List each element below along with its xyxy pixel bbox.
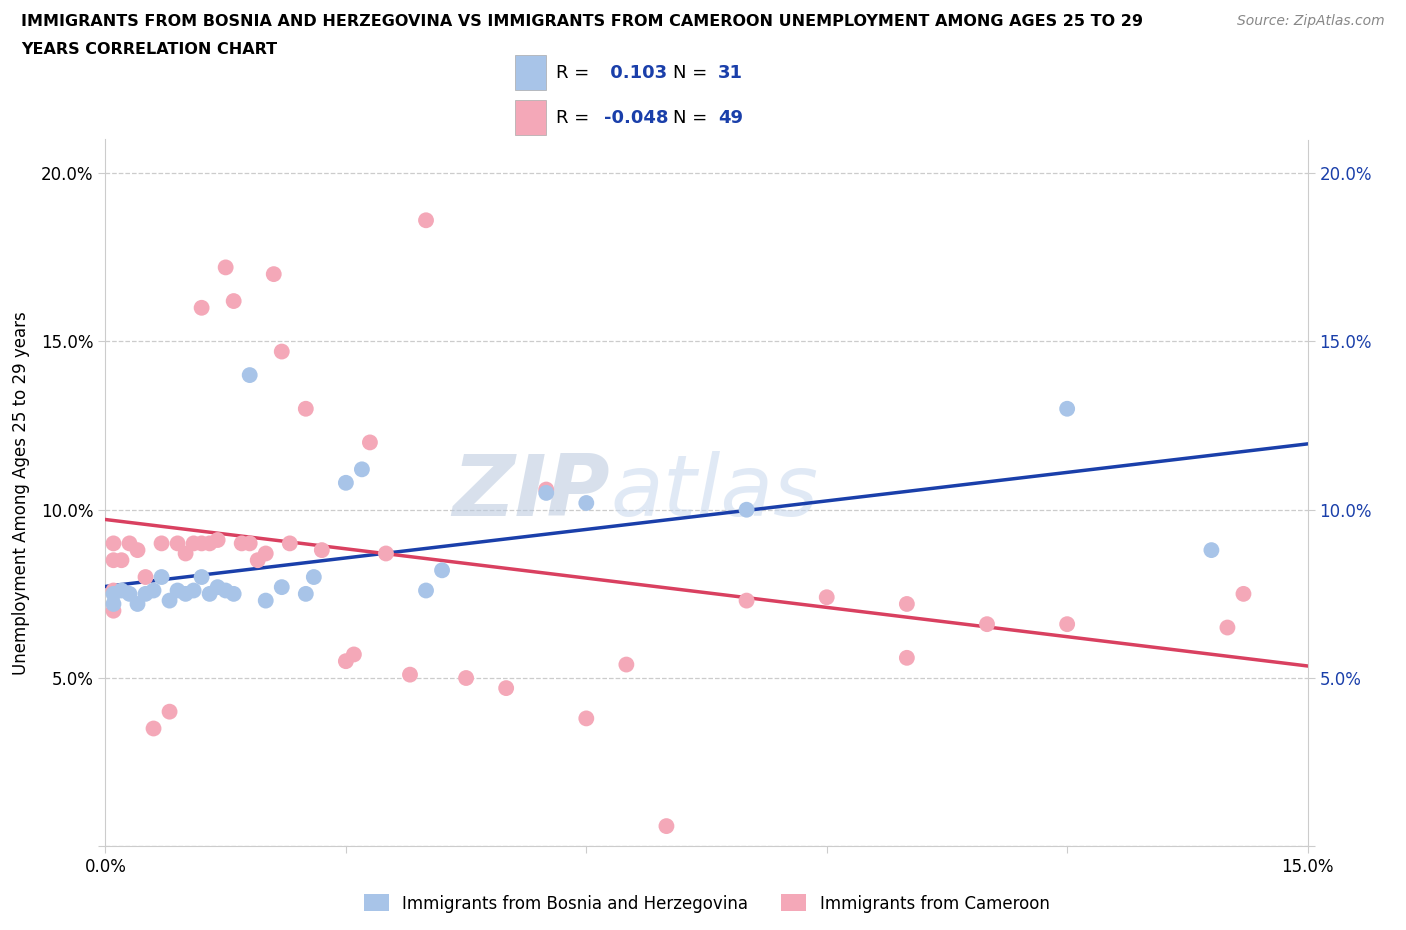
Point xyxy=(174,546,197,561)
Point xyxy=(311,543,333,558)
Point xyxy=(183,536,205,551)
Point xyxy=(190,300,212,315)
Point xyxy=(239,367,262,382)
Point xyxy=(118,587,141,602)
Point xyxy=(159,704,181,719)
Point xyxy=(575,496,598,511)
Text: -0.048: -0.048 xyxy=(603,109,668,126)
FancyBboxPatch shape xyxy=(516,100,547,136)
Point xyxy=(207,579,229,594)
Point xyxy=(166,583,188,598)
Point xyxy=(110,583,132,598)
Point xyxy=(815,590,838,604)
Point xyxy=(302,569,325,584)
Point xyxy=(190,569,212,584)
Point xyxy=(295,587,318,602)
Point xyxy=(214,583,236,598)
Point xyxy=(575,711,598,725)
Point xyxy=(254,546,277,561)
FancyBboxPatch shape xyxy=(516,55,547,90)
Text: R =: R = xyxy=(555,109,595,126)
Point xyxy=(207,533,229,548)
Text: IMMIGRANTS FROM BOSNIA AND HERZEGOVINA VS IMMIGRANTS FROM CAMEROON UNEMPLOYMENT : IMMIGRANTS FROM BOSNIA AND HERZEGOVINA V… xyxy=(21,14,1143,29)
Point xyxy=(246,552,269,567)
Point xyxy=(270,344,292,359)
Text: N =: N = xyxy=(673,64,713,82)
Point xyxy=(103,604,125,618)
Point xyxy=(359,435,381,450)
Text: R =: R = xyxy=(555,64,595,82)
Point xyxy=(127,543,149,558)
Point xyxy=(278,536,301,551)
Point xyxy=(254,593,277,608)
Point xyxy=(1056,402,1078,417)
Point xyxy=(1216,620,1239,635)
Point xyxy=(1201,543,1223,558)
Point xyxy=(198,536,221,551)
Point xyxy=(263,267,285,282)
Point xyxy=(374,546,398,561)
Point xyxy=(415,213,437,228)
Point xyxy=(976,617,998,631)
Point xyxy=(135,569,157,584)
Text: 49: 49 xyxy=(718,109,742,126)
Point xyxy=(896,596,918,611)
Point xyxy=(110,552,132,567)
Legend: Immigrants from Bosnia and Herzegovina, Immigrants from Cameroon: Immigrants from Bosnia and Herzegovina, … xyxy=(357,888,1056,919)
Text: atlas: atlas xyxy=(610,451,818,535)
Point xyxy=(166,536,188,551)
Point xyxy=(159,593,181,608)
Point xyxy=(103,596,125,611)
Point xyxy=(454,671,477,685)
Point xyxy=(222,587,245,602)
Point xyxy=(214,260,236,275)
Point xyxy=(430,563,453,578)
Point xyxy=(231,536,253,551)
Text: N =: N = xyxy=(673,109,713,126)
Text: 0.103: 0.103 xyxy=(603,64,666,82)
Point xyxy=(270,579,292,594)
Point xyxy=(399,667,422,682)
Point xyxy=(735,502,758,517)
Point xyxy=(222,294,245,309)
Point xyxy=(150,569,173,584)
Point xyxy=(142,583,165,598)
Point xyxy=(103,587,125,602)
Point xyxy=(190,536,212,551)
Point xyxy=(295,402,318,417)
Point xyxy=(534,482,557,497)
Point xyxy=(150,536,173,551)
Point xyxy=(239,536,262,551)
Point xyxy=(135,587,157,602)
Text: Source: ZipAtlas.com: Source: ZipAtlas.com xyxy=(1237,14,1385,28)
Point xyxy=(198,587,221,602)
Point xyxy=(335,475,357,490)
Point xyxy=(103,536,125,551)
Point xyxy=(103,552,125,567)
Point xyxy=(415,583,437,598)
Point xyxy=(495,681,517,696)
Point xyxy=(118,536,141,551)
Point xyxy=(1056,617,1078,631)
Point xyxy=(735,593,758,608)
Point xyxy=(335,654,357,669)
Point xyxy=(655,818,678,833)
Text: ZIP: ZIP xyxy=(453,451,610,535)
Point xyxy=(183,583,205,598)
Point xyxy=(343,647,366,662)
Text: 31: 31 xyxy=(718,64,742,82)
Point xyxy=(534,485,557,500)
Text: YEARS CORRELATION CHART: YEARS CORRELATION CHART xyxy=(21,42,277,57)
Point xyxy=(350,462,373,477)
Point xyxy=(896,650,918,665)
Y-axis label: Unemployment Among Ages 25 to 29 years: Unemployment Among Ages 25 to 29 years xyxy=(13,311,30,675)
Point xyxy=(1232,587,1254,602)
Point xyxy=(142,721,165,736)
Point xyxy=(103,583,125,598)
Point xyxy=(174,587,197,602)
Point xyxy=(616,658,638,672)
Point xyxy=(127,596,149,611)
